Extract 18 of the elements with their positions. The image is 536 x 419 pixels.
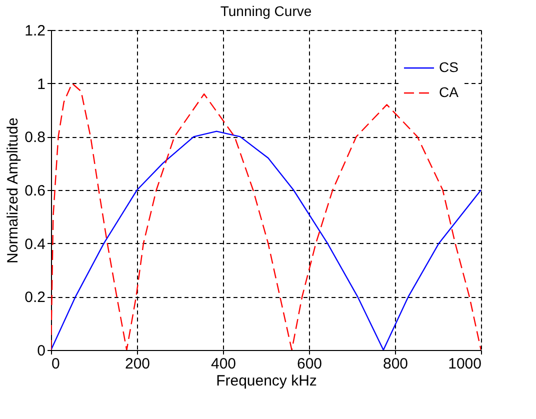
x-tick-label: 600	[296, 356, 322, 372]
chart-title: Tunning Curve	[220, 3, 312, 19]
x-tick-label: 200	[124, 356, 150, 372]
x-tick-label: 0	[52, 356, 60, 372]
y-axis-title: Normalized Amplitude	[4, 118, 22, 264]
y-tick-label: 0.2	[24, 289, 46, 306]
y-tick-label: 1	[37, 76, 46, 93]
y-tick-label: 0.4	[24, 236, 46, 253]
x-tick-label: 800	[382, 356, 408, 372]
x-tick-label: 400	[210, 356, 236, 372]
y-tick-label: 1.2	[24, 22, 46, 40]
x-tick-label: 1000	[448, 356, 482, 372]
y-tick-label: 0	[37, 342, 46, 360]
y-tick-label: 0.6	[24, 182, 46, 200]
y-tick-label: 0.8	[24, 129, 46, 146]
legend-label: CA	[439, 84, 460, 100]
legend-label: CS	[439, 59, 458, 75]
x-axis-title: Frequency kHz	[216, 372, 317, 390]
